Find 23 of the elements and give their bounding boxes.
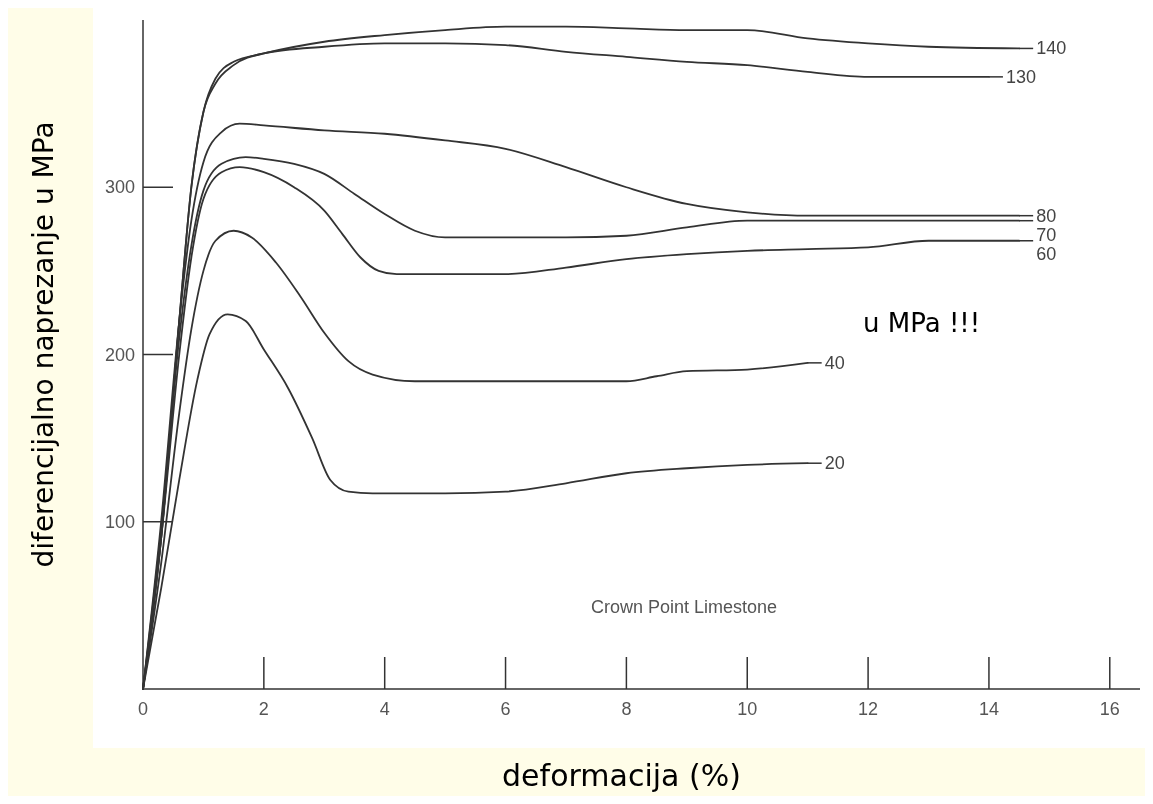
legend-label: 140 [1036,38,1067,59]
legend-label: 40 [824,352,845,373]
legend-label: 130 [1005,66,1036,87]
x-tick-label: 6 [500,699,511,719]
legend-label: 80 [1036,205,1057,226]
x-tick-label: 4 [379,699,390,719]
y-tick-label: 100 [104,511,135,532]
x-tick-label: 8 [621,699,632,719]
annotation: Crown Point Limestone [591,597,778,617]
y-tick-label: 300 [104,177,135,198]
y-axis-title: diferencijalno naprezanje u MPa [27,121,60,568]
annotation: u MPa !!! [863,308,981,338]
x-tick-label: 14 [978,699,999,719]
legend-label: 70 [1036,224,1057,245]
legend-label: 20 [824,453,845,474]
x-tick-label: 12 [858,699,879,719]
x-tick-label: 16 [1099,699,1120,719]
y-tick-label: 200 [104,344,135,365]
x-tick-label: 0 [137,699,149,719]
x-tick-label: 2 [258,699,269,719]
x-axis-title: deformacija (%) [502,758,741,793]
x-tick-label: 10 [737,699,758,719]
series-label: 60 [1036,243,1057,264]
